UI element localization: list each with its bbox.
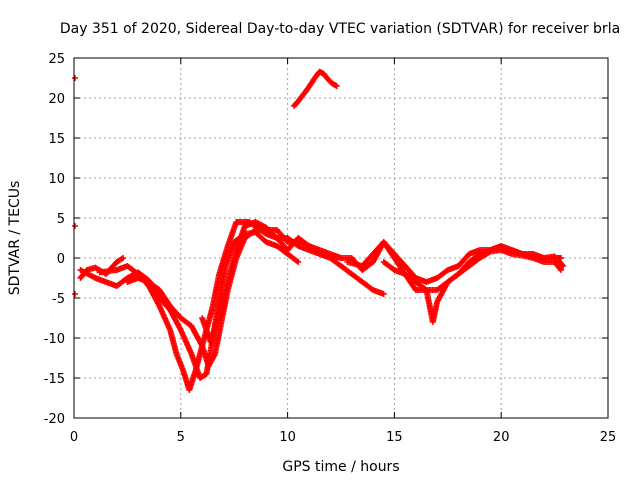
data-point — [118, 255, 125, 262]
series-track-e — [199, 219, 387, 345]
y-tick-label: -10 — [44, 332, 65, 347]
x-tick-labels: 0 5 10 15 20 25 — [70, 430, 616, 445]
x-tick-label: 25 — [600, 430, 617, 445]
data-marks — [72, 68, 567, 393]
y-tick-labels: -20 -15 -10 -5 0 5 10 15 20 25 — [44, 52, 65, 427]
data-point — [120, 255, 127, 261]
y-tick-label: 25 — [48, 52, 65, 67]
x-axis-label: GPS time / hours — [282, 459, 399, 475]
x-tick-label: 20 — [493, 430, 510, 445]
series-track-h — [291, 68, 340, 109]
data-point — [422, 286, 429, 293]
y-tick-label: 10 — [48, 172, 65, 187]
data-point — [72, 75, 79, 81]
data-point — [72, 223, 79, 229]
series-track-g — [380, 243, 567, 293]
plot-frame — [73, 57, 609, 419]
y-tick-label: 5 — [57, 212, 65, 227]
y-tick-label: -20 — [44, 412, 65, 427]
data-point — [294, 258, 301, 265]
y-tick-label: 15 — [48, 132, 65, 147]
y-tick-label: -15 — [44, 372, 65, 387]
x-tick-label: 0 — [70, 430, 78, 445]
data-point — [72, 291, 79, 297]
data-point — [558, 267, 565, 273]
data-point — [380, 291, 387, 297]
data-point — [559, 261, 566, 268]
data-point — [333, 83, 340, 89]
y-tick-label: 20 — [48, 92, 65, 107]
series-isolated-points — [72, 75, 79, 297]
data-point — [295, 259, 302, 265]
chart-title: Day 351 of 2020, Sidereal Day-to-day VTE… — [60, 21, 620, 37]
x-tick-label: 10 — [279, 430, 296, 445]
x-tick-label: 5 — [177, 430, 185, 445]
y-tick-label: -5 — [52, 292, 65, 307]
x-tick-label: 15 — [386, 430, 403, 445]
data-point — [557, 265, 564, 272]
y-tick-label: 0 — [57, 252, 65, 267]
data-point — [251, 227, 258, 234]
y-axis-label: SDTVAR / TECUs — [7, 181, 23, 296]
data-point — [560, 263, 567, 269]
